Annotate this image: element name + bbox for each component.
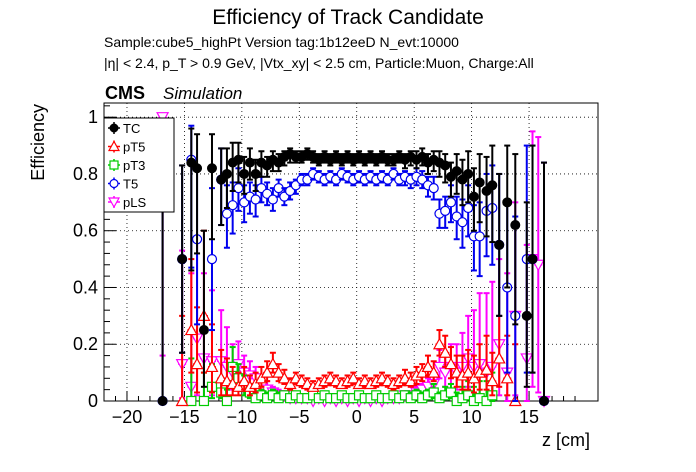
data-point-marker [440,205,451,216]
data-point-marker [206,163,217,174]
data-point-marker [233,183,244,194]
data-point-marker [463,390,474,401]
data-point-marker [109,160,119,170]
y-tick-label: 0.6 [73,221,98,241]
legend: TC pT5 pT3 T5 pLS [103,117,175,213]
data-point-marker [244,157,255,168]
data-point-marker [432,337,446,350]
data-point-marker [109,123,119,133]
x-axis-label: z [cm] [542,430,590,450]
legend-label: T5 [123,177,138,192]
data-point-marker [438,346,452,358]
data-point-marker [445,197,457,208]
data-point-marker [206,253,218,265]
data-point-marker [510,220,521,231]
data-point-marker [221,395,233,407]
cms-label: CMS [105,83,145,103]
x-tick-label: −20 [112,407,143,427]
legend-label: pT3 [123,158,145,173]
legend-item-TC: TC [108,121,140,136]
data-point-marker [233,154,244,165]
data-point-marker [427,365,441,378]
data-point-marker [500,371,514,384]
y-tick-label: 0.4 [73,277,98,297]
data-point-marker [463,202,474,214]
data-point-marker [109,178,119,189]
data-point-marker [494,239,505,250]
data-point-marker [521,310,532,321]
data-point-marker [221,208,233,219]
data-point-marker [474,177,485,188]
legend-item-pT5: pT5 [107,140,145,155]
data-point-marker [192,163,203,174]
simulation-label: Simulation [163,84,242,103]
grid-lines [104,103,598,402]
data-point-marker [421,360,435,373]
x-tick-label: −5 [289,407,310,427]
data-point-marker [444,357,458,370]
chart-subtitle-line1: Sample:cube5_highPt Version tag:1b12eeD … [104,34,459,50]
data-point-marker [177,254,188,265]
y-axis-label: Efficiency [28,104,48,181]
data-point-marker [467,371,481,384]
data-point-marker [527,254,538,265]
data-point-marker [107,140,121,152]
data-point-marker [474,231,485,242]
data-point-marker [267,194,278,205]
data-point-marker [487,180,498,191]
series-layer [156,112,551,408]
data-point-marker [157,396,168,406]
x-tick-label: 10 [462,407,482,427]
data-point-marker [205,360,219,373]
data-point-marker [451,166,462,177]
data-point-marker [227,200,238,211]
chart-title: Efficiency of Track Candidate [212,6,484,29]
data-point-marker [492,351,506,364]
x-tick-label: 5 [409,407,419,427]
data-point-marker [190,357,204,370]
data-point-marker [272,365,286,378]
data-point-marker [502,197,513,208]
data-point-marker [237,374,251,387]
data-point-marker [440,160,451,171]
data-point-marker [198,325,209,336]
legend-label: pLS [123,195,146,210]
data-point-marker [428,183,439,194]
data-point-marker [184,323,198,336]
y-tick-label: 0.2 [73,334,98,354]
legend-label: TC [123,121,140,136]
y-tick-label: 0 [88,391,98,411]
data-point-marker [539,396,550,406]
x-tick-label: −10 [227,407,258,427]
data-point-marker [468,191,479,202]
plot-area: −20 −15 −10 −5 0 5 10 15 0 0.2 0.4 0.6 0.8 1 [73,102,599,427]
data-point-marker [250,194,261,205]
data-point-marker [107,197,121,209]
data-point-marker [175,394,189,407]
data-point-marker [461,365,475,378]
legend-item-T5: T5 [108,177,138,192]
data-point-marker [221,168,232,179]
data-point-marker [239,168,250,179]
axis-tick-labels: −20 −15 −10 −5 0 5 10 15 0 0.2 0.4 0.6 0.8 1 [73,107,539,427]
legend-item-pLS: pLS [107,195,146,210]
chart-subtitle-line2: |η| < 2.4, p_T > 0.9 GeV, |Vtx_xy| < 2.5… [104,55,534,71]
y-tick-label: 0.8 [73,164,98,184]
data-point-marker [198,395,210,407]
x-tick-label: −15 [169,407,200,427]
legend-item-pT3: pT3 [108,158,145,173]
data-point-marker [250,168,261,179]
y-tick-label: 1 [88,107,98,127]
data-point-marker [186,395,197,407]
data-point-marker [485,374,499,387]
x-tick-label: 0 [352,407,362,427]
data-point-marker [463,168,474,179]
legend-label: pT5 [123,140,145,155]
data-point-marker [457,217,468,228]
x-tick-label: 15 [519,407,539,427]
data-point-marker [480,363,494,375]
